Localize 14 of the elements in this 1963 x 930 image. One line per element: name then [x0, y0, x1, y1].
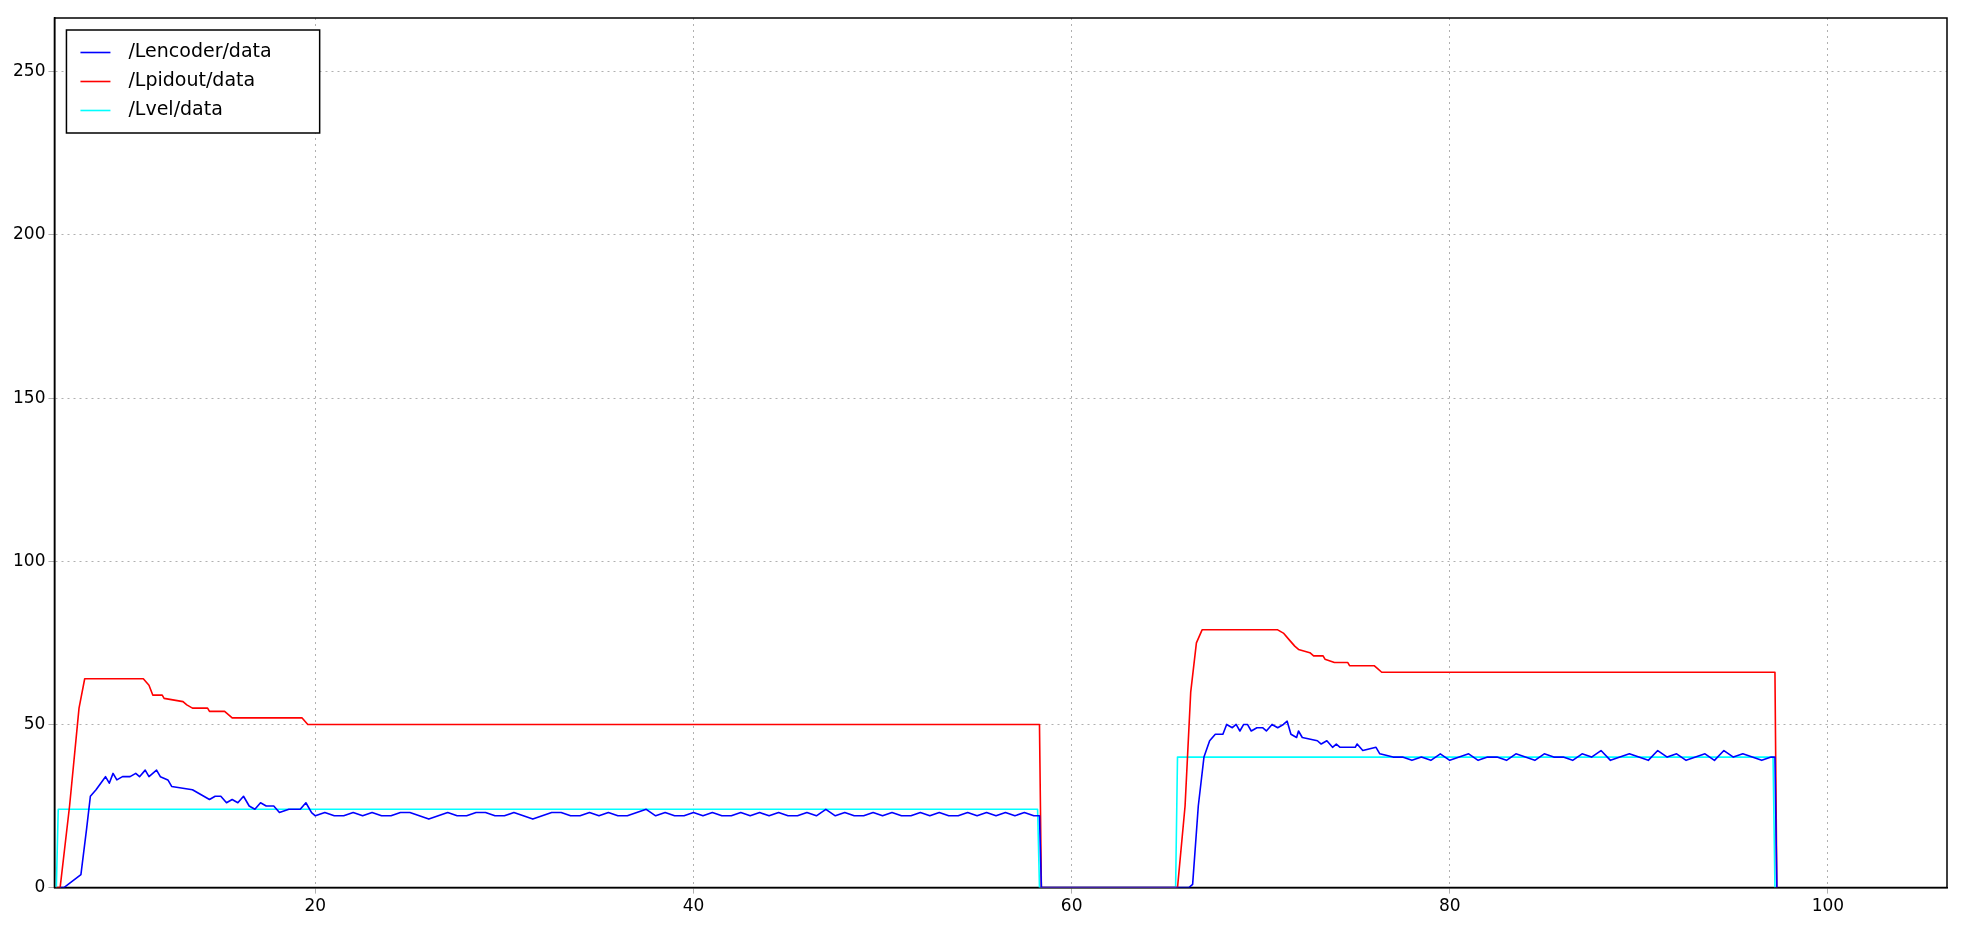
- y-tick-label: 200: [12, 223, 46, 244]
- y-tick-label: 250: [12, 60, 46, 81]
- y-tick-label: 100: [12, 549, 46, 570]
- x-tick-label: 60: [1060, 895, 1083, 916]
- legend-label: /Lpidout/data: [128, 68, 256, 91]
- x-tick-label: 40: [682, 895, 705, 916]
- y-tick-label: 0: [34, 876, 46, 897]
- x-tick-label: 100: [1811, 895, 1845, 916]
- x-tick-label: 80: [1438, 895, 1461, 916]
- x-tick-label: 20: [304, 895, 327, 916]
- y-tick-label: 50: [23, 712, 46, 733]
- legend-label: /Lvel/data: [128, 97, 223, 120]
- legend-label: /Lencoder/data: [128, 39, 272, 62]
- y-tick-label: 150: [12, 386, 46, 407]
